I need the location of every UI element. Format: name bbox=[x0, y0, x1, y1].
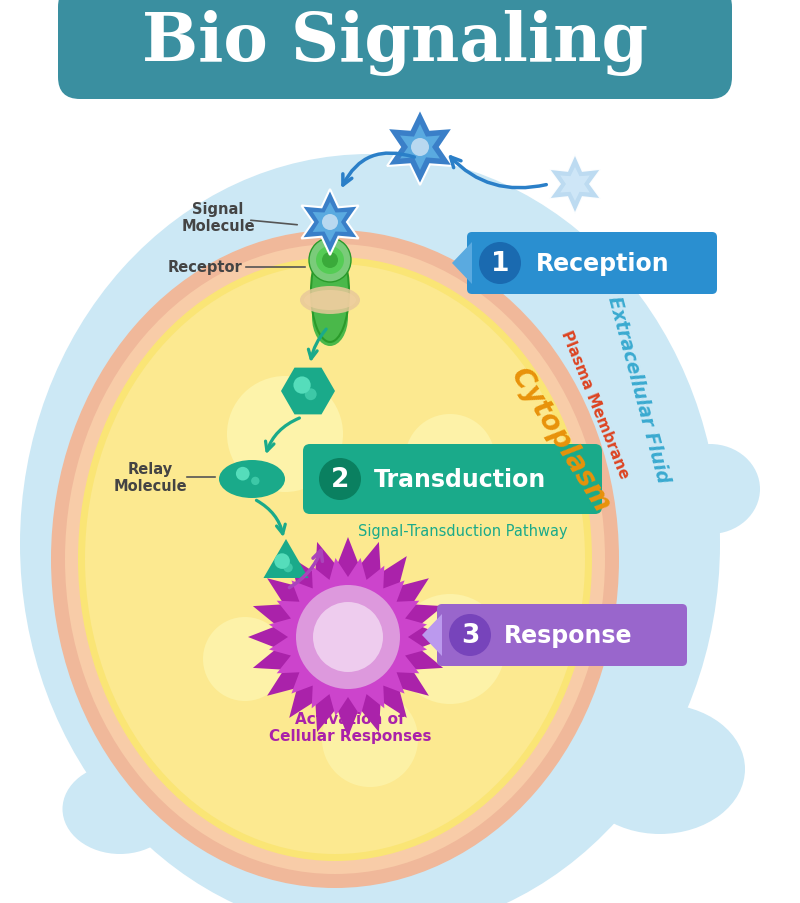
Text: Receptor: Receptor bbox=[168, 260, 242, 275]
Polygon shape bbox=[263, 539, 309, 578]
Ellipse shape bbox=[20, 154, 720, 903]
Ellipse shape bbox=[311, 243, 349, 342]
Circle shape bbox=[251, 477, 259, 486]
Ellipse shape bbox=[25, 539, 155, 659]
Text: Transduction: Transduction bbox=[374, 468, 546, 491]
Text: Extracellular Fluid: Extracellular Fluid bbox=[604, 294, 672, 485]
Text: 2: 2 bbox=[331, 467, 349, 492]
Text: Cytoplasm: Cytoplasm bbox=[505, 362, 615, 517]
Ellipse shape bbox=[65, 245, 605, 874]
FancyBboxPatch shape bbox=[303, 444, 602, 515]
Circle shape bbox=[283, 563, 293, 573]
Circle shape bbox=[236, 468, 250, 481]
Circle shape bbox=[405, 414, 495, 505]
Polygon shape bbox=[281, 368, 335, 414]
Ellipse shape bbox=[78, 257, 592, 861]
Ellipse shape bbox=[85, 265, 585, 854]
Circle shape bbox=[227, 377, 343, 492]
Ellipse shape bbox=[300, 286, 360, 314]
Text: Signal-Transduction Pathway: Signal-Transduction Pathway bbox=[358, 524, 567, 539]
Polygon shape bbox=[248, 537, 448, 737]
Polygon shape bbox=[387, 110, 453, 186]
Text: Relay
Molecule: Relay Molecule bbox=[113, 461, 187, 494]
Circle shape bbox=[294, 377, 310, 395]
Text: 3: 3 bbox=[461, 622, 479, 648]
Ellipse shape bbox=[219, 461, 285, 498]
Text: Signal
Molecule: Signal Molecule bbox=[181, 201, 255, 234]
Text: Response: Response bbox=[504, 623, 633, 647]
Ellipse shape bbox=[62, 764, 178, 854]
Text: Plasma Membrane: Plasma Membrane bbox=[558, 329, 632, 480]
Polygon shape bbox=[549, 154, 601, 215]
Circle shape bbox=[395, 594, 505, 704]
Ellipse shape bbox=[575, 704, 745, 834]
Polygon shape bbox=[302, 190, 358, 256]
Polygon shape bbox=[422, 614, 442, 656]
Text: 1: 1 bbox=[490, 251, 510, 276]
Polygon shape bbox=[560, 168, 590, 201]
Circle shape bbox=[322, 691, 418, 787]
Ellipse shape bbox=[304, 291, 356, 311]
Ellipse shape bbox=[51, 231, 619, 888]
Circle shape bbox=[203, 618, 287, 702]
Circle shape bbox=[322, 253, 338, 269]
Circle shape bbox=[296, 585, 400, 689]
Circle shape bbox=[316, 247, 344, 275]
Circle shape bbox=[479, 243, 521, 284]
Text: Bio Signaling: Bio Signaling bbox=[142, 10, 648, 76]
Circle shape bbox=[305, 389, 317, 401]
Circle shape bbox=[322, 215, 338, 231]
FancyBboxPatch shape bbox=[437, 604, 687, 666]
Polygon shape bbox=[452, 243, 472, 284]
Circle shape bbox=[319, 459, 361, 500]
Circle shape bbox=[274, 554, 290, 569]
Ellipse shape bbox=[312, 289, 348, 347]
Circle shape bbox=[313, 602, 383, 672]
Polygon shape bbox=[269, 558, 427, 716]
Circle shape bbox=[449, 614, 491, 656]
Ellipse shape bbox=[660, 444, 760, 535]
FancyBboxPatch shape bbox=[467, 233, 717, 294]
Ellipse shape bbox=[309, 238, 351, 283]
Polygon shape bbox=[313, 203, 347, 243]
Text: Reception: Reception bbox=[536, 252, 670, 275]
Text: Activation of
Cellular Responses: Activation of Cellular Responses bbox=[269, 711, 431, 743]
Circle shape bbox=[411, 139, 429, 157]
Polygon shape bbox=[400, 125, 440, 171]
FancyBboxPatch shape bbox=[58, 0, 732, 100]
